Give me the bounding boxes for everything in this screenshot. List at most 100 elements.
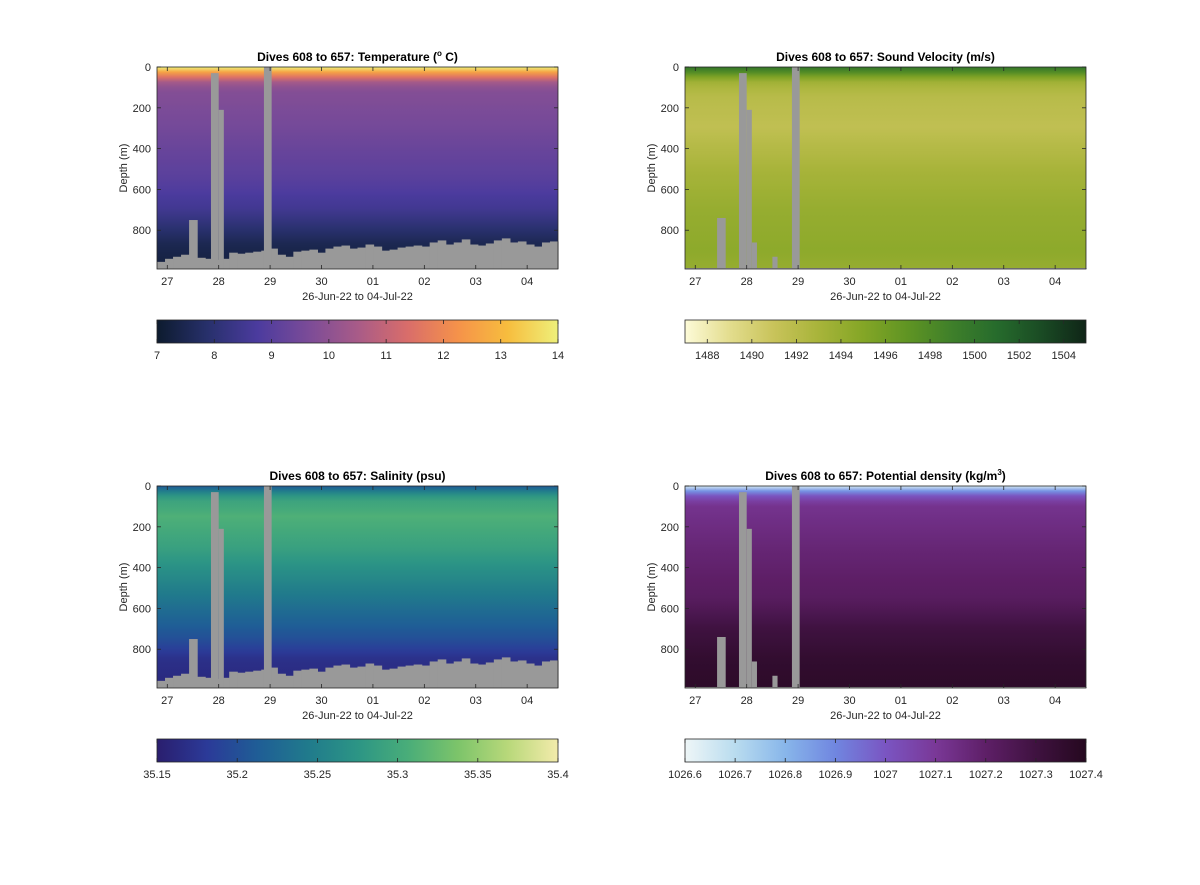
salinity-ytick-label: 600 xyxy=(133,603,151,615)
temperature-bottom-mask xyxy=(445,244,455,269)
sound-velocity-xtick-label: 27 xyxy=(689,276,701,288)
potential-density-bottom-mask xyxy=(1077,686,1087,688)
potential-density-bottom-mask xyxy=(685,686,694,688)
salinity-axes-box xyxy=(156,485,559,689)
sound-velocity-ytick-label: 400 xyxy=(661,144,679,156)
sound-velocity-bottom-mask xyxy=(757,267,766,269)
temperature-data-gap xyxy=(218,109,224,270)
potential-density-data-gap xyxy=(791,486,800,688)
salinity-bottom-mask xyxy=(165,677,174,688)
potential-density-axes-box xyxy=(684,485,1087,689)
salinity-bottom-mask xyxy=(469,663,479,688)
sound-velocity-xtick-label: 30 xyxy=(843,276,855,288)
sound-velocity-bottom-mask xyxy=(805,267,814,269)
salinity-ytick-label: 0 xyxy=(145,481,151,493)
temperature-bottom-mask xyxy=(221,258,230,269)
sound-velocity-xtick-label: 03 xyxy=(998,276,1010,288)
salinity-bottom-mask xyxy=(437,659,447,688)
sound-velocity-bottom-mask xyxy=(821,267,830,269)
sound-velocity-bottom-mask xyxy=(957,267,967,269)
salinity-bottom-mask xyxy=(461,658,471,688)
salinity-bottom-mask xyxy=(245,671,254,688)
temperature-colorbar-tick-label: 13 xyxy=(495,350,507,362)
temperature-bottom-mask xyxy=(317,252,327,269)
temperature-colorbar-tick-label: 9 xyxy=(269,350,275,362)
potential-density-bottom-mask xyxy=(973,686,983,688)
salinity-data-gap xyxy=(210,492,219,688)
potential-density-bottom-mask xyxy=(829,686,838,688)
sound-velocity-bottom-mask xyxy=(1061,267,1071,269)
potential-density-xtick-label: 01 xyxy=(895,695,907,707)
potential-density-bottom-mask xyxy=(701,686,710,688)
salinity-ytick-label: 400 xyxy=(133,563,151,575)
potential-density-xtick-label: 29 xyxy=(792,695,804,707)
salinity-bottom-mask xyxy=(189,639,198,688)
potential-density-xtick-label: 02 xyxy=(946,695,958,707)
temperature-bottom-mask xyxy=(253,251,262,269)
sound-velocity-xtick-label: 28 xyxy=(741,276,753,288)
salinity-ylabel: Depth (m) xyxy=(118,563,130,612)
salinity-data-gap xyxy=(218,528,224,688)
sound-velocity-bottom-mask xyxy=(925,267,935,269)
temperature-xtick-label: 01 xyxy=(367,276,379,288)
sound-velocity-bottom-mask xyxy=(941,267,951,269)
temperature-xtick-label: 30 xyxy=(315,276,327,288)
salinity-data-gap xyxy=(263,486,272,688)
salinity-bottom-mask xyxy=(341,664,351,688)
sound-velocity-bottom-mask xyxy=(893,267,903,269)
sound-velocity-bottom-mask xyxy=(709,267,718,269)
temperature-bottom-mask xyxy=(237,253,246,269)
temperature-ylabel: Depth (m) xyxy=(118,144,130,193)
sound-velocity-bottom-mask xyxy=(917,267,927,269)
temperature-ytick-label: 400 xyxy=(133,144,151,156)
salinity-bottom-mask xyxy=(325,667,335,688)
sound-velocity-colorbar-tick-label: 1500 xyxy=(962,350,986,362)
salinity-panel: 0 200 400 600 800 27 28 29 30 01 02 03 04 Dives 608 t… xyxy=(118,469,569,781)
potential-density-xlabel: 26-Jun-22 to 04-Jul-22 xyxy=(830,710,941,722)
temperature-xlabel: 26-Jun-22 to 04-Jul-22 xyxy=(302,291,413,303)
salinity-bottom-mask xyxy=(333,665,343,688)
potential-density-bottom-mask xyxy=(837,686,846,688)
sound-velocity-bottom-mask xyxy=(725,267,734,269)
potential-density-bottom-mask xyxy=(909,686,919,688)
salinity-bottom-mask xyxy=(389,668,399,688)
potential-density-colorbar-tick-label: 1027.2 xyxy=(969,769,1003,781)
potential-density-colorbar-tick-label: 1026.6 xyxy=(668,769,702,781)
salinity-bottom-mask xyxy=(517,660,527,688)
potential-density-bottom-mask xyxy=(757,686,766,688)
potential-density-bottom-mask xyxy=(797,686,806,688)
sound-velocity-bottom-mask xyxy=(1005,267,1015,269)
salinity-bottom-mask xyxy=(357,666,367,688)
temperature-xtick-label: 04 xyxy=(521,276,533,288)
salinity-xtick-label: 02 xyxy=(418,695,430,707)
salinity-bottom-mask xyxy=(493,659,503,688)
sound-velocity-bottom-mask xyxy=(997,267,1007,269)
salinity-ytick-label: 200 xyxy=(133,522,151,534)
potential-density-colorbar-tick-label: 1026.8 xyxy=(768,769,802,781)
salinity-bottom-mask xyxy=(365,663,375,688)
salinity-bottom-mask xyxy=(285,675,294,688)
temperature-colorbar-tick-label: 12 xyxy=(437,350,449,362)
temperature-colorbar-bar xyxy=(156,319,559,344)
potential-density-bottom-mask xyxy=(997,686,1007,688)
potential-density-colorbar: 1026.6 1026.7 1026.8 1026.9 1027 1027.1 1027.2… xyxy=(668,738,1103,781)
potential-density-bottom-mask xyxy=(1053,686,1063,688)
potential-density-bottom-mask xyxy=(765,686,774,688)
temperature-bottom-mask xyxy=(245,252,254,269)
salinity-bottom-mask xyxy=(277,673,286,688)
salinity-bottom-mask xyxy=(269,667,278,688)
temperature-colorbar-tick-label: 11 xyxy=(380,350,391,362)
sound-velocity-ytick-label: 600 xyxy=(661,184,679,196)
salinity-bottom-mask xyxy=(221,677,230,688)
potential-density-bottom-mask xyxy=(949,686,959,688)
potential-density-bottom-mask xyxy=(877,686,887,688)
potential-density-bottom-mask xyxy=(1045,686,1055,688)
potential-density-bottom-mask xyxy=(717,636,726,688)
sound-velocity-ytick-label: 200 xyxy=(661,103,679,115)
temperature-panel: 0 200 400 600 800 27 28 29 30 01 02 03 04 Dives 608 t… xyxy=(118,49,564,362)
salinity-xtick-label: 29 xyxy=(264,695,276,707)
temperature-bottom-mask xyxy=(501,238,511,269)
temperature-bottom-mask xyxy=(365,244,375,269)
salinity-bottom-mask xyxy=(477,664,487,688)
temperature-bottom-mask xyxy=(413,245,423,269)
